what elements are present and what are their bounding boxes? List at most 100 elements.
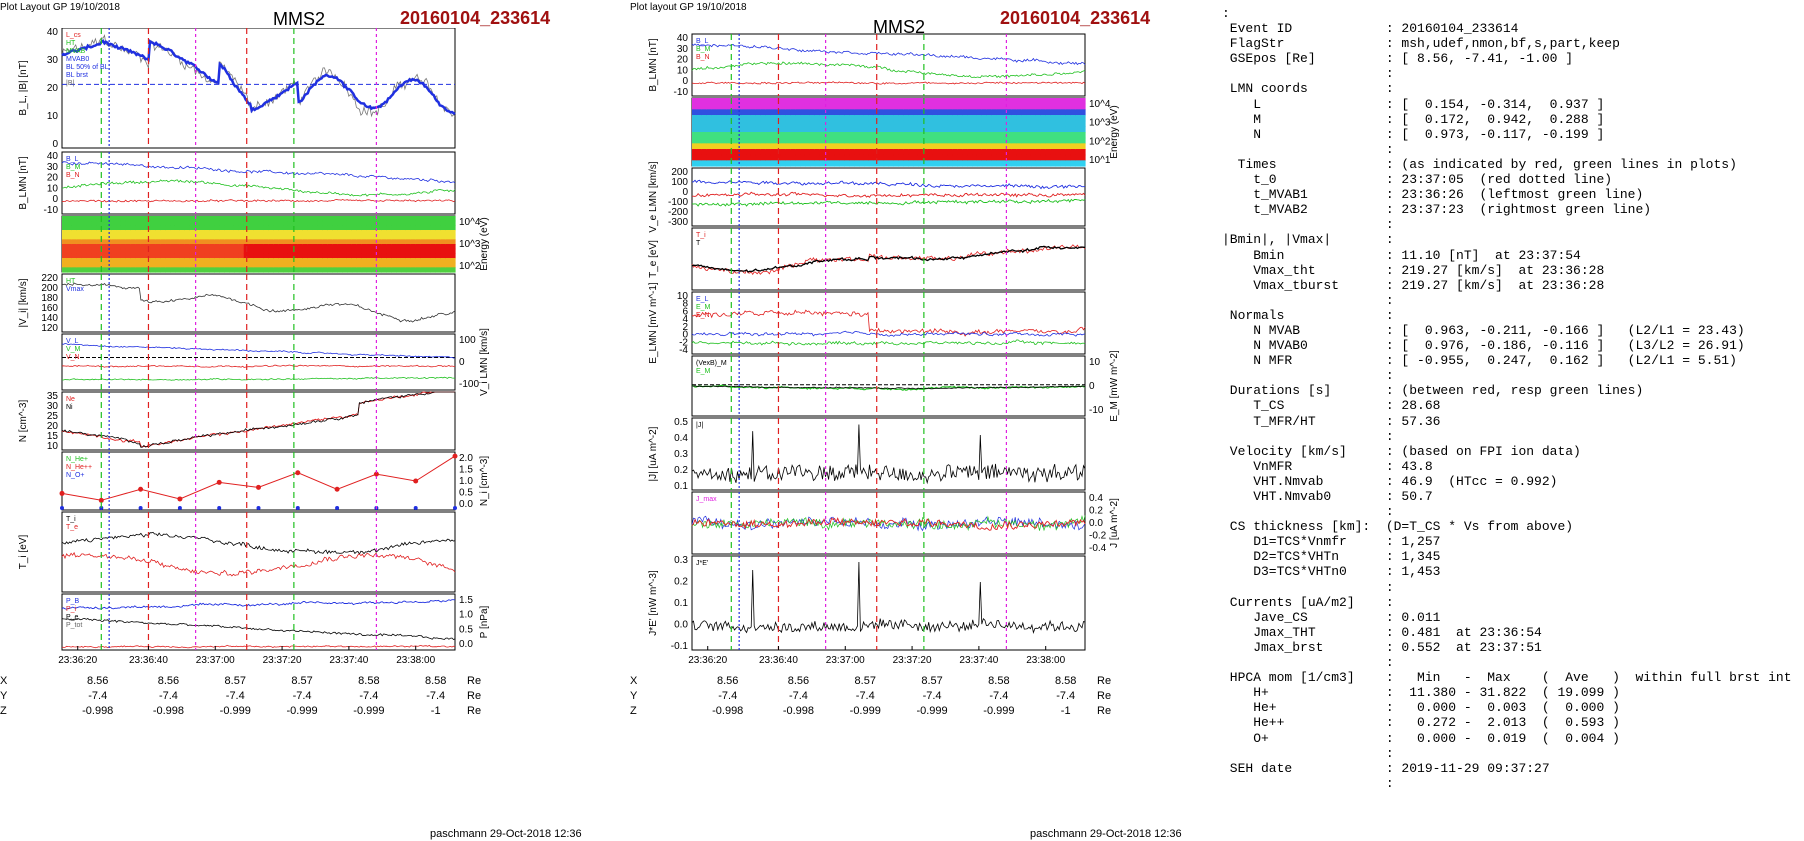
legend-entry: T_i xyxy=(696,232,706,239)
spectrogram-cell xyxy=(854,120,860,127)
spectrogram-cell xyxy=(750,149,757,156)
spectrogram-cell xyxy=(913,137,919,144)
spectrogram-cell xyxy=(937,98,944,105)
spectrogram-cell xyxy=(268,220,274,226)
spectrogram-cell xyxy=(366,267,373,273)
spectrogram-cell xyxy=(317,239,323,245)
ephem-row-label: Y xyxy=(0,690,8,702)
spectrogram-cell xyxy=(795,149,801,156)
spectrogram-cell xyxy=(755,120,762,127)
spectrogram-cell xyxy=(716,109,723,116)
spectrogram-cell xyxy=(922,103,929,110)
series-line xyxy=(61,391,455,448)
spectrogram-cell xyxy=(396,220,402,226)
spectrogram-cell xyxy=(814,115,821,122)
spectrogram-cell xyxy=(750,160,757,167)
y-tick-label: -100 xyxy=(668,197,688,208)
spectrogram-cell xyxy=(361,258,368,264)
spectrogram-cell xyxy=(1006,103,1012,110)
spectrogram-cell xyxy=(937,149,944,156)
info-line: L : [ 0.154, -0.314, 0.937 ] xyxy=(1222,96,1605,112)
spectrogram-cell xyxy=(101,234,107,240)
spectrogram-cell xyxy=(209,234,215,240)
series-line xyxy=(691,561,1086,634)
spectrogram-cell xyxy=(184,258,191,264)
legend-entry: B_M xyxy=(696,46,711,53)
spectrogram-cell xyxy=(440,258,446,264)
spectrogram-cell xyxy=(391,262,397,268)
spectrogram-cell xyxy=(1040,143,1047,150)
spectrogram-cell xyxy=(863,160,870,167)
spectrogram-cell xyxy=(351,244,358,250)
spectrogram-cell xyxy=(248,253,255,259)
spectrogram-cell xyxy=(391,225,397,231)
y-tick-label: 20 xyxy=(47,421,59,432)
spectrogram-cell xyxy=(130,253,137,259)
spectrogram-cell xyxy=(71,267,78,273)
spectrogram-cell xyxy=(376,248,382,254)
spectrogram-cell xyxy=(981,160,988,167)
spectrogram-cell xyxy=(219,239,225,245)
y-axis-label: N_i [cm^-3] xyxy=(479,456,490,506)
spectrogram-cell xyxy=(160,225,166,231)
legend-entry: P_e xyxy=(66,614,79,621)
spectrogram-cell xyxy=(332,267,338,273)
spectrogram-cell xyxy=(824,143,831,150)
legend-entry: V_L xyxy=(66,338,79,345)
series-line xyxy=(61,343,456,359)
spectrogram-cell xyxy=(1006,137,1012,144)
middle-footer: paschmann 29-Oct-2018 12:36 xyxy=(1030,828,1182,840)
spectrogram-cell xyxy=(746,98,752,105)
spectrogram-cell xyxy=(1050,154,1057,161)
spectrogram-cell xyxy=(155,253,161,259)
spectrogram-cell xyxy=(981,103,988,110)
spectrogram-cell xyxy=(140,253,147,259)
spectrogram-cell xyxy=(327,253,333,259)
spectrogram-cell xyxy=(1016,120,1022,127)
spectrogram-cell xyxy=(248,267,255,273)
spectrogram-cell xyxy=(706,137,713,144)
spectrogram-cell xyxy=(1040,126,1047,133)
spectrogram-cell xyxy=(346,244,353,250)
info-line: Vmax_tburst : 219.27 [km/s] at 23:36:28 xyxy=(1222,277,1605,293)
he-plus-plus-line xyxy=(61,455,456,501)
spectrogram-cell xyxy=(1060,126,1066,133)
data-point xyxy=(413,478,419,484)
spectrogram-cell xyxy=(253,239,260,245)
spectrogram-cell xyxy=(1055,120,1062,127)
spectrogram-cell xyxy=(883,149,890,156)
data-point xyxy=(256,484,261,490)
spectrogram-cell xyxy=(849,143,855,150)
spectrogram-cell xyxy=(854,160,860,167)
spectrogram-cell xyxy=(194,230,201,236)
spectrogram-cell xyxy=(356,248,363,254)
spectrogram-cell xyxy=(962,160,968,167)
spectrogram-cell xyxy=(253,234,260,240)
legend-entry: |B| xyxy=(66,80,74,87)
spectrogram-cell xyxy=(824,149,831,156)
spectrogram-cell xyxy=(302,220,309,226)
spectrogram-cell xyxy=(711,109,718,116)
legend-entry: J_max xyxy=(696,496,717,503)
spectrogram-cell xyxy=(445,244,451,250)
spectrogram-cell xyxy=(248,262,255,268)
spectrogram-cell xyxy=(400,244,407,250)
spectrogram-cell xyxy=(322,258,328,264)
spectrogram-cell xyxy=(420,239,427,245)
spectrogram-cell xyxy=(859,132,865,139)
spectrogram-cell xyxy=(420,253,427,259)
spectrogram-cell xyxy=(209,248,215,254)
spectrogram-cell xyxy=(1006,126,1012,133)
spectrogram-cell xyxy=(268,244,274,250)
spectrogram-cell xyxy=(410,225,417,231)
spectrogram-cell xyxy=(199,258,206,264)
spectrogram-cell xyxy=(125,220,132,226)
spectrogram-cell xyxy=(81,216,88,222)
spectrogram-cell xyxy=(76,220,83,226)
spectrogram-cell xyxy=(140,239,147,245)
spectrogram-cell xyxy=(189,220,196,226)
spectrogram-cell xyxy=(942,109,949,116)
spectrogram-cell xyxy=(795,98,801,105)
spectrogram-cell xyxy=(1001,154,1007,161)
